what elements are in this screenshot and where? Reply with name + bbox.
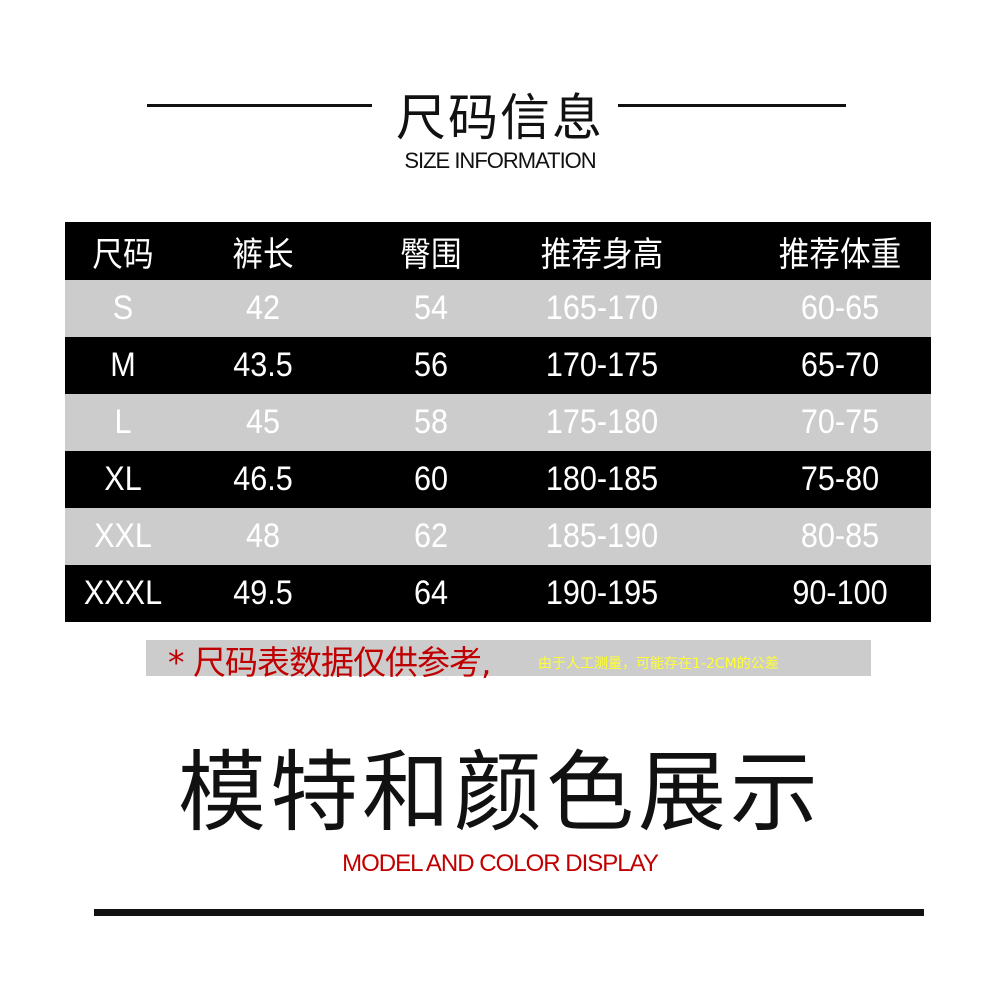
table-cell: 43.5 (233, 346, 293, 384)
header-cell: 臀围 (400, 234, 462, 275)
header-cell: 尺码 (92, 234, 154, 275)
table-cell: 90-100 (792, 574, 888, 612)
size-table: 尺码 裤长 臀围 推荐身高 推荐体重 S 42 54 165-170 60-65… (65, 222, 931, 622)
table-row: XXXL 49.5 64 190-195 90-100 (65, 565, 931, 622)
disclaimer-detail: 由于人工测量，可能存在1-2CM的公差 (538, 656, 779, 672)
table-cell: 62 (413, 517, 449, 555)
disclaimer-bar: * 尺码表数据仅供参考, 由于人工测量，可能存在1-2CM的公差 (146, 640, 871, 682)
table-cell: M (110, 346, 136, 384)
table-row: S 42 54 165-170 60-65 (65, 280, 931, 337)
table-row: L 45 58 175-180 70-75 (65, 394, 931, 451)
table-row: XXL 48 62 185-190 80-85 (65, 508, 931, 565)
table-cell: 75-80 (800, 460, 880, 498)
table-cell: 185-190 (545, 517, 659, 555)
header-cell: 推荐体重 (778, 234, 902, 275)
header-cell: 推荐身高 (540, 234, 664, 275)
table-cell: 45 (245, 403, 281, 441)
title-right-rule (618, 104, 846, 107)
table-cell: XXL (94, 517, 152, 555)
page-title: 尺码信息 (396, 89, 604, 147)
table-cell: 42 (245, 289, 281, 327)
table-cell: XXXL (83, 574, 163, 612)
table-cell: 64 (413, 574, 449, 612)
table-cell: 46.5 (233, 460, 293, 498)
table-cell: 60-65 (800, 289, 880, 327)
table-cell: 60 (413, 460, 449, 498)
title-left-rule (147, 104, 372, 107)
table-cell: 65-70 (800, 346, 880, 384)
table-cell: 175-180 (545, 403, 659, 441)
table-cell: 70-75 (800, 403, 880, 441)
page-subtitle: SIZE INFORMATION (404, 148, 596, 173)
table-cell: 56 (413, 346, 449, 384)
table-cell: 170-175 (545, 346, 659, 384)
table-cell: 58 (413, 403, 449, 441)
section-subtitle: MODEL AND COLOR DISPLAY (342, 850, 659, 877)
table-cell: S (112, 289, 134, 327)
table-cell: 165-170 (545, 289, 659, 327)
table-cell: L (114, 403, 132, 441)
table-cell: 180-185 (545, 460, 659, 498)
table-cell: 48 (245, 517, 281, 555)
table-cell: 80-85 (800, 517, 880, 555)
table-cell: XL (104, 460, 142, 498)
table-cell: 49.5 (233, 574, 293, 612)
section-title: 模特和颜色展示 (177, 741, 822, 844)
table-cell: 190-195 (545, 574, 659, 612)
table-row: XL 46.5 60 180-185 75-80 (65, 451, 931, 508)
table-row: M 43.5 56 170-175 65-70 (65, 337, 931, 394)
table-cell: 54 (413, 289, 449, 327)
header-cell: 裤长 (232, 234, 294, 275)
section-divider (94, 909, 924, 916)
disclaimer-main: * 尺码表数据仅供参考, (168, 643, 491, 682)
table-header: 尺码 裤长 臀围 推荐身高 推荐体重 (65, 222, 931, 280)
